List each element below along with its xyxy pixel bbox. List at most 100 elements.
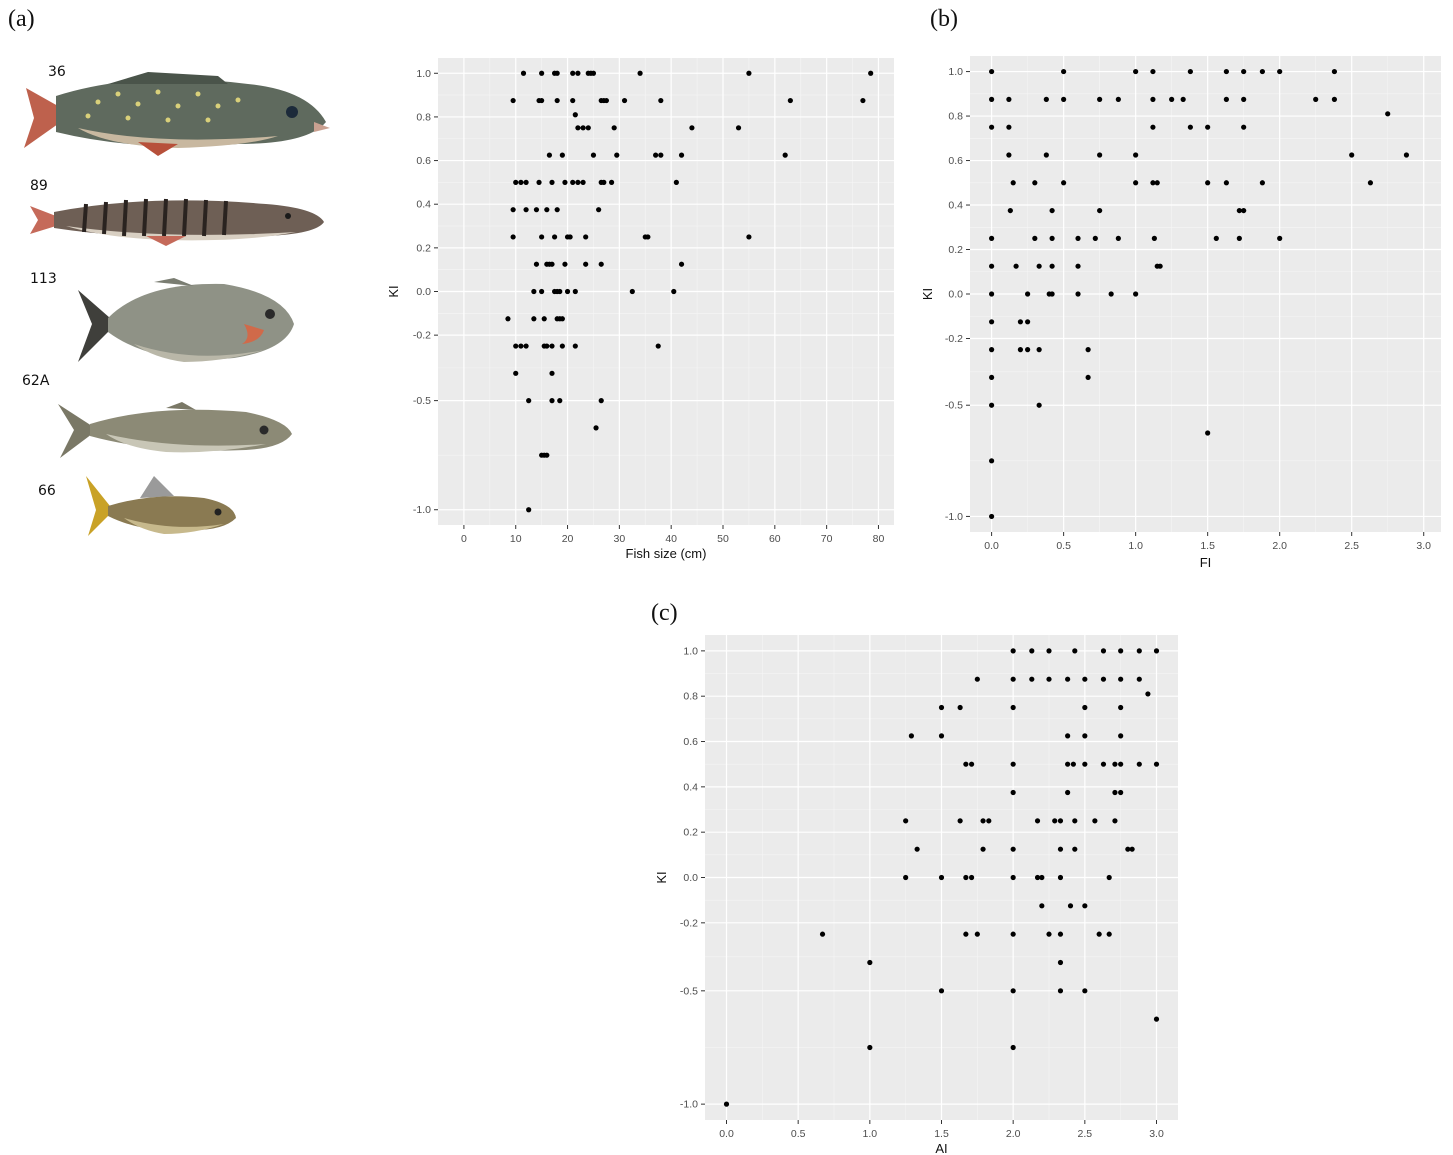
- data-point-c: [1092, 818, 1098, 824]
- data-point-a: [598, 398, 604, 404]
- data-point-c: [1057, 931, 1064, 937]
- x-tick-label-b: 2.5: [1344, 540, 1359, 552]
- data-point-b: [1025, 319, 1031, 325]
- data-point-a: [621, 97, 628, 104]
- data-point-a: [559, 343, 565, 349]
- data-point-a: [580, 125, 586, 131]
- data-point-b: [1097, 152, 1103, 158]
- data-point-a: [671, 288, 677, 295]
- data-point-c: [1010, 676, 1016, 682]
- fish-label-113: 113: [30, 271, 57, 287]
- data-point-a: [583, 261, 589, 267]
- x-tick-label-a: 20: [562, 533, 574, 545]
- data-point-b: [1061, 180, 1067, 186]
- x-tick-label-b: 1.5: [1200, 540, 1215, 552]
- data-point-a: [645, 234, 651, 240]
- data-point-b: [1036, 347, 1042, 353]
- data-point-c: [1010, 874, 1016, 881]
- data-point-c: [867, 1044, 873, 1051]
- data-point-a: [611, 125, 617, 131]
- data-point-a: [523, 179, 529, 185]
- data-point-a: [637, 70, 643, 76]
- data-point-b: [989, 124, 995, 130]
- data-point-a: [513, 343, 519, 349]
- data-point-b: [1205, 180, 1211, 186]
- data-point-a: [570, 70, 576, 76]
- data-point-a: [570, 179, 576, 185]
- fish-label-62a: 62A: [22, 373, 50, 389]
- data-point-b: [1032, 180, 1038, 186]
- x-tick-label-b: 1.0: [1128, 540, 1143, 552]
- data-point-a: [562, 179, 568, 185]
- data-point-b: [1241, 207, 1247, 214]
- x-tick-label-a: 60: [769, 533, 781, 545]
- data-point-a: [513, 179, 519, 185]
- data-point-a: [614, 152, 620, 158]
- data-point-c: [1136, 676, 1142, 682]
- data-point-a: [678, 152, 685, 158]
- data-point-a: [557, 288, 563, 295]
- data-point-b: [1133, 291, 1139, 297]
- data-point-a: [601, 179, 607, 185]
- data-point-c: [1082, 704, 1088, 711]
- data-point-a: [549, 179, 555, 185]
- data-point-b: [1115, 235, 1121, 241]
- data-point-c: [1057, 874, 1064, 881]
- data-point-b: [1133, 68, 1139, 75]
- data-point-b: [1025, 347, 1031, 353]
- data-point-c: [1153, 1016, 1160, 1022]
- x-tick-label-b: 0.5: [1056, 540, 1071, 552]
- data-point-c: [1065, 733, 1071, 739]
- data-point-b: [1213, 235, 1219, 241]
- data-point-b: [1097, 207, 1103, 214]
- data-point-c: [1039, 903, 1045, 909]
- y-tick-label-c: 0.0: [683, 872, 698, 884]
- data-point-b: [1025, 291, 1031, 297]
- data-point-c: [1082, 903, 1088, 909]
- y-tick-label-c: 0.2: [683, 827, 698, 839]
- data-point-a: [523, 343, 529, 349]
- data-point-b: [1049, 263, 1055, 269]
- data-point-a: [593, 425, 599, 431]
- x-axis-title-b: FI: [1200, 555, 1212, 570]
- data-point-b: [989, 374, 995, 381]
- x-tick-label-b: 3.0: [1416, 540, 1431, 552]
- data-point-b: [1223, 180, 1229, 186]
- y-tick-label-a: -0.5: [413, 395, 431, 407]
- data-point-a: [572, 112, 578, 118]
- data-point-b: [1367, 180, 1374, 186]
- data-point-c: [1118, 733, 1124, 739]
- x-tick-label-c: 0.5: [791, 1128, 806, 1140]
- data-point-c: [1129, 846, 1135, 852]
- data-point-b: [1133, 180, 1139, 186]
- data-point-c: [1010, 761, 1016, 767]
- data-point-c: [1010, 648, 1016, 654]
- data-point-b: [1075, 263, 1081, 269]
- data-point-c: [1118, 648, 1124, 654]
- y-tick-label-a: -0.2: [413, 330, 431, 342]
- data-point-b: [1043, 96, 1049, 102]
- data-point-b: [1049, 235, 1055, 241]
- data-point-c: [903, 818, 909, 824]
- data-point-c: [908, 733, 915, 739]
- data-point-b: [989, 96, 995, 102]
- data-point-c: [969, 874, 975, 881]
- data-point-b: [1236, 235, 1242, 241]
- data-point-c: [963, 931, 969, 937]
- data-point-b: [989, 513, 995, 520]
- data-point-c: [1010, 931, 1016, 937]
- data-point-a: [520, 70, 527, 76]
- data-point-a: [583, 234, 589, 240]
- data-point-a: [564, 288, 571, 295]
- data-point-c: [1072, 846, 1078, 852]
- data-point-a: [746, 70, 752, 76]
- data-point-a: [539, 70, 545, 76]
- data-point-a: [554, 70, 560, 76]
- data-point-b: [1205, 430, 1211, 436]
- data-point-a: [549, 261, 555, 267]
- x-tick-label-a: 30: [614, 533, 626, 545]
- data-point-a: [562, 261, 568, 267]
- data-point-c: [1153, 648, 1160, 654]
- y-tick-label-c: -0.5: [680, 985, 698, 997]
